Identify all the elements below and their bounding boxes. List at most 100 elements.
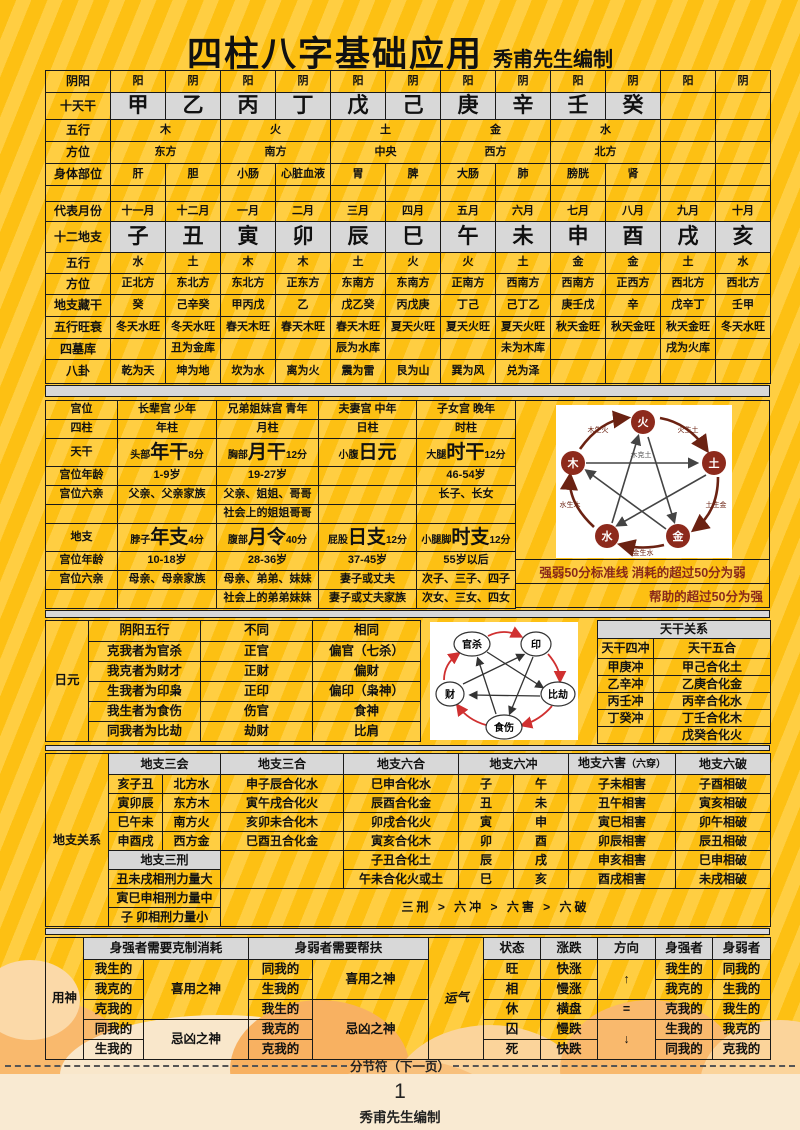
cell: 状态	[483, 937, 542, 960]
cell: 10-18岁	[117, 551, 217, 571]
cell: 天干关系	[596, 620, 772, 639]
separator	[45, 610, 770, 618]
cell: 甲丙戊	[220, 294, 276, 317]
cell: 55岁以后	[416, 551, 516, 571]
cell: 肾	[605, 163, 661, 186]
cell	[660, 92, 716, 120]
stems-branches-table: 阴阳阳阴阳阴阳阴阳阴阳阴阳阴十天干甲乙丙丁戊己庚辛壬癸五行木火土金水方位 东方 南方…	[45, 70, 771, 384]
cell: 妻子或丈夫家族	[318, 589, 417, 609]
cell: 五月	[440, 201, 496, 222]
cell: 一月	[220, 201, 276, 222]
cell: 头部年干8分	[117, 438, 217, 467]
cell: 父亲、父亲家族	[117, 485, 217, 505]
strength-note-2: 帮助的超过50分为强	[516, 583, 769, 607]
cell	[385, 185, 441, 202]
cell: 次子、三子、四子	[416, 570, 516, 590]
god-node-shishang	[485, 714, 523, 740]
cell: 身弱者	[712, 937, 772, 960]
cell: 日柱	[318, 419, 417, 439]
cell: 酉	[513, 831, 570, 851]
cell: 我生的	[712, 999, 772, 1020]
yongshen-luck-table: 用神 身强者需要克制消耗 身弱者需要帮扶 运气 状态 涨跌 方向 身强者 身弱者 我生的 喜用之神同…	[45, 935, 772, 1062]
cell: 卯戌合化火	[343, 812, 460, 832]
cell: 水	[715, 252, 771, 274]
cell: 辰酉合化金	[343, 793, 460, 813]
cell: 月柱	[216, 419, 319, 439]
cell: 春天木旺	[275, 316, 331, 339]
cell: 阳	[440, 70, 496, 93]
cell: 东北方	[165, 273, 221, 295]
cell: 生我的	[83, 1039, 144, 1060]
sheng-label: 土生金	[706, 500, 727, 509]
cell: 我生者为食伤	[88, 701, 201, 722]
cell: 巳申合化水	[343, 774, 460, 794]
cell	[597, 726, 654, 744]
cell: 土	[660, 252, 716, 274]
cell-part: 40分	[285, 534, 308, 546]
cell: 亥子丑	[108, 774, 163, 794]
cell: 西南方	[495, 273, 551, 295]
cell: 戊辛丁	[660, 294, 716, 317]
cell	[318, 504, 417, 524]
cell: 涨跌	[540, 937, 599, 960]
cell: 巳	[385, 221, 441, 253]
cell: 46-54岁	[416, 466, 516, 486]
cell-part: 屁股	[327, 534, 348, 546]
cell: 小腿脚时支12分	[416, 523, 516, 552]
cell: 膀胱	[550, 163, 606, 186]
element-label: 水	[602, 529, 614, 543]
cell: 庚	[440, 92, 496, 120]
cell	[715, 119, 771, 142]
cell: 四墓库	[45, 338, 111, 360]
strength-note-1: 强弱50分标准线 消耗的超过50分为弱	[516, 559, 769, 583]
cell	[117, 504, 217, 524]
cell: 我克者为财才	[88, 661, 201, 682]
cell: 四柱	[45, 419, 118, 439]
ten-gods-cycle-svg: 官杀 印 财 比劫 食伤	[435, 626, 576, 740]
cell: 秋天金旺	[550, 316, 606, 339]
cell: 阳	[660, 70, 716, 93]
cell	[385, 338, 441, 360]
cell: 乙	[275, 294, 331, 317]
cell: 阴	[495, 70, 551, 93]
cell: 木	[220, 252, 276, 274]
cell: 宫位	[45, 400, 118, 420]
cell: 东北方	[220, 273, 276, 295]
cell: 地支三合	[220, 753, 345, 775]
cell: ↓	[597, 1019, 657, 1060]
cell	[550, 359, 606, 384]
cell: 申酉戌	[108, 831, 163, 851]
cell: 水	[550, 119, 661, 142]
cell: 西南方	[550, 273, 606, 295]
section-break-label: 分节符（下一页）	[350, 1060, 451, 1074]
cell: 土	[495, 252, 551, 274]
cell: 巳午未	[108, 812, 163, 832]
cell: 克我的	[248, 1039, 314, 1060]
cell: 寅卯辰	[108, 793, 163, 813]
cell-part: 日元	[358, 441, 397, 463]
cell: 春天木旺	[220, 316, 276, 339]
cell: 子 卯相刑力量小	[107, 907, 222, 927]
cell: 十月	[715, 201, 771, 222]
cell: 西北方	[715, 273, 771, 295]
god-label: 比劫	[548, 688, 568, 701]
cell: 正东方	[275, 273, 331, 295]
five-elements-diagram: 火 木 土 水 金 木生火 火生土 土生金 金生水 水生木 木克土	[556, 405, 732, 558]
cell	[660, 163, 716, 186]
element-node-water	[595, 524, 619, 548]
cell: 正西方	[605, 273, 661, 295]
separator	[45, 745, 770, 751]
cell: 子未相害	[568, 774, 677, 794]
cell: 丑未戌相刑力量大	[107, 869, 222, 889]
page-title: 四柱八字基础应用 秀甫先生编制	[0, 26, 800, 77]
cell: 喜用之神	[312, 959, 430, 1000]
cell: 土	[330, 252, 386, 274]
god-node-cai	[435, 681, 465, 707]
cell: 年柱	[117, 419, 217, 439]
cell: 正官	[200, 641, 313, 662]
cell: 辰为水库	[330, 338, 386, 360]
cell: 兑为泽	[495, 359, 551, 384]
sheng-label: 火生土	[678, 425, 699, 434]
cell: 阴	[165, 70, 221, 93]
cell: 戊乙癸	[330, 294, 386, 317]
